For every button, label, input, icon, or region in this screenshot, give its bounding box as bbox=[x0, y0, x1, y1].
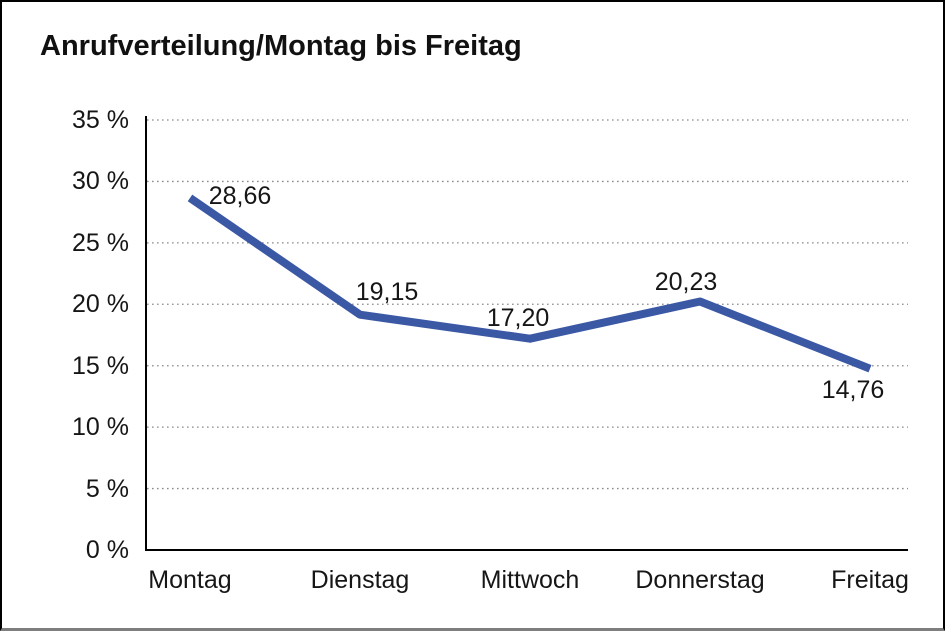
x-category-label-montag: Montag bbox=[148, 566, 232, 594]
data-line-series bbox=[187, 194, 872, 373]
x-category-label-freitag: Freitag bbox=[831, 566, 909, 594]
x-category-label-mittwoch: Mittwoch bbox=[480, 566, 580, 594]
y-tick-label: 20 % bbox=[72, 290, 129, 318]
y-tick-label: 0 % bbox=[85, 536, 129, 564]
chart-title: Anrufverteilung/Montag bis Freitag bbox=[40, 30, 522, 62]
gridlines bbox=[147, 119, 908, 490]
y-tick-label: 5 % bbox=[85, 475, 129, 503]
data-point-label-donnerstag: 20,23 bbox=[654, 268, 718, 296]
y-tick-label: 30 % bbox=[72, 167, 129, 195]
data-point-label-montag: 28,66 bbox=[208, 182, 272, 210]
y-tick-label: 15 % bbox=[72, 352, 129, 380]
data-point-label-mittwoch: 17,20 bbox=[486, 304, 550, 332]
y-tick-label: 10 % bbox=[72, 413, 129, 441]
x-category-label-donnerstag: Donnerstag bbox=[635, 566, 765, 594]
y-tick-label: 35 % bbox=[72, 106, 129, 134]
data-point-label-dienstag: 19,15 bbox=[355, 278, 419, 306]
x-category-label-dienstag: Dienstag bbox=[310, 566, 410, 594]
data-point-label-freitag: 14,76 bbox=[821, 376, 885, 404]
y-tick-label: 25 % bbox=[72, 229, 129, 257]
